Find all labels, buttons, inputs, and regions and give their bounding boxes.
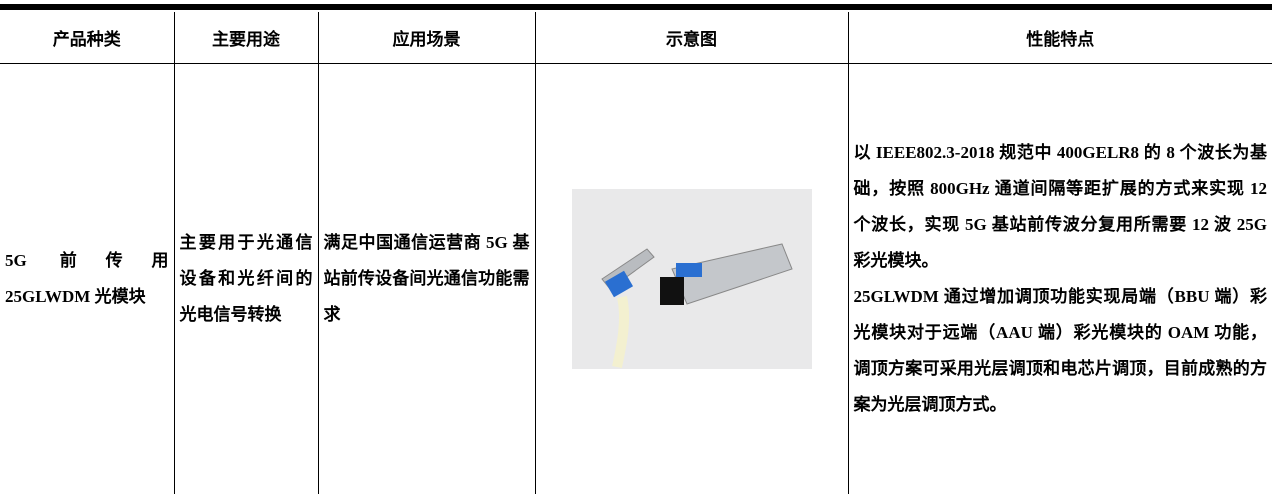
cell-text: 以 IEEE802.3-2018 规范中 400GELR8 的 8 个波长为基础… [853, 143, 1268, 270]
spec-table: 产品种类 主要用途 应用场景 示意图 性能特点 5G 前传用 25GLWDM 光模块 主要… [0, 12, 1272, 494]
table-cell: 5G 前传用 25GLWDM 光模块 [0, 63, 175, 494]
header-row: 产品种类 主要用途 应用场景 示意图 性能特点 [0, 12, 1272, 64]
header-cell: 应用场景 [317, 12, 536, 64]
table-cell: 以 IEEE802.3-2018 规范中 400GELR8 的 8 个波长为基础… [847, 63, 1272, 494]
table-body: 5G 前传用 25GLWDM 光模块 主要用于光通信设备和光纤间的光电信号转换 满足… [0, 63, 1272, 494]
header-cell: 性能特点 [847, 12, 1272, 64]
header-cell: 主要用途 [173, 12, 319, 64]
module-photo [571, 189, 812, 369]
table-cell: 主要用于光通信设备和光纤间的光电信号转换 [173, 63, 319, 494]
cell-text: 5G 前传用 25GLWDM 光模块 [5, 251, 169, 306]
cell-text: 主要用于光通信设备和光纤间的光电信号转换 [179, 233, 313, 324]
table-cell [534, 63, 849, 494]
cell-text: 满足中国通信运营商 5G 基站前传设备间光通信功能需求 [323, 233, 530, 324]
header-cell: 示意图 [534, 12, 849, 64]
table-cell: 满足中国通信运营商 5G 基站前传设备间光通信功能需求 [317, 63, 536, 494]
header-cell: 产品种类 [0, 12, 175, 64]
top-rule [0, 4, 1272, 10]
table-row: 5G 前传用 25GLWDM 光模块 主要用于光通信设备和光纤间的光电信号转换 满足… [0, 63, 1272, 494]
cell-text: 25GLWDM 通过增加调顶功能实现局端（BBU 端）彩光模块对于远端（AAU … [853, 287, 1268, 414]
